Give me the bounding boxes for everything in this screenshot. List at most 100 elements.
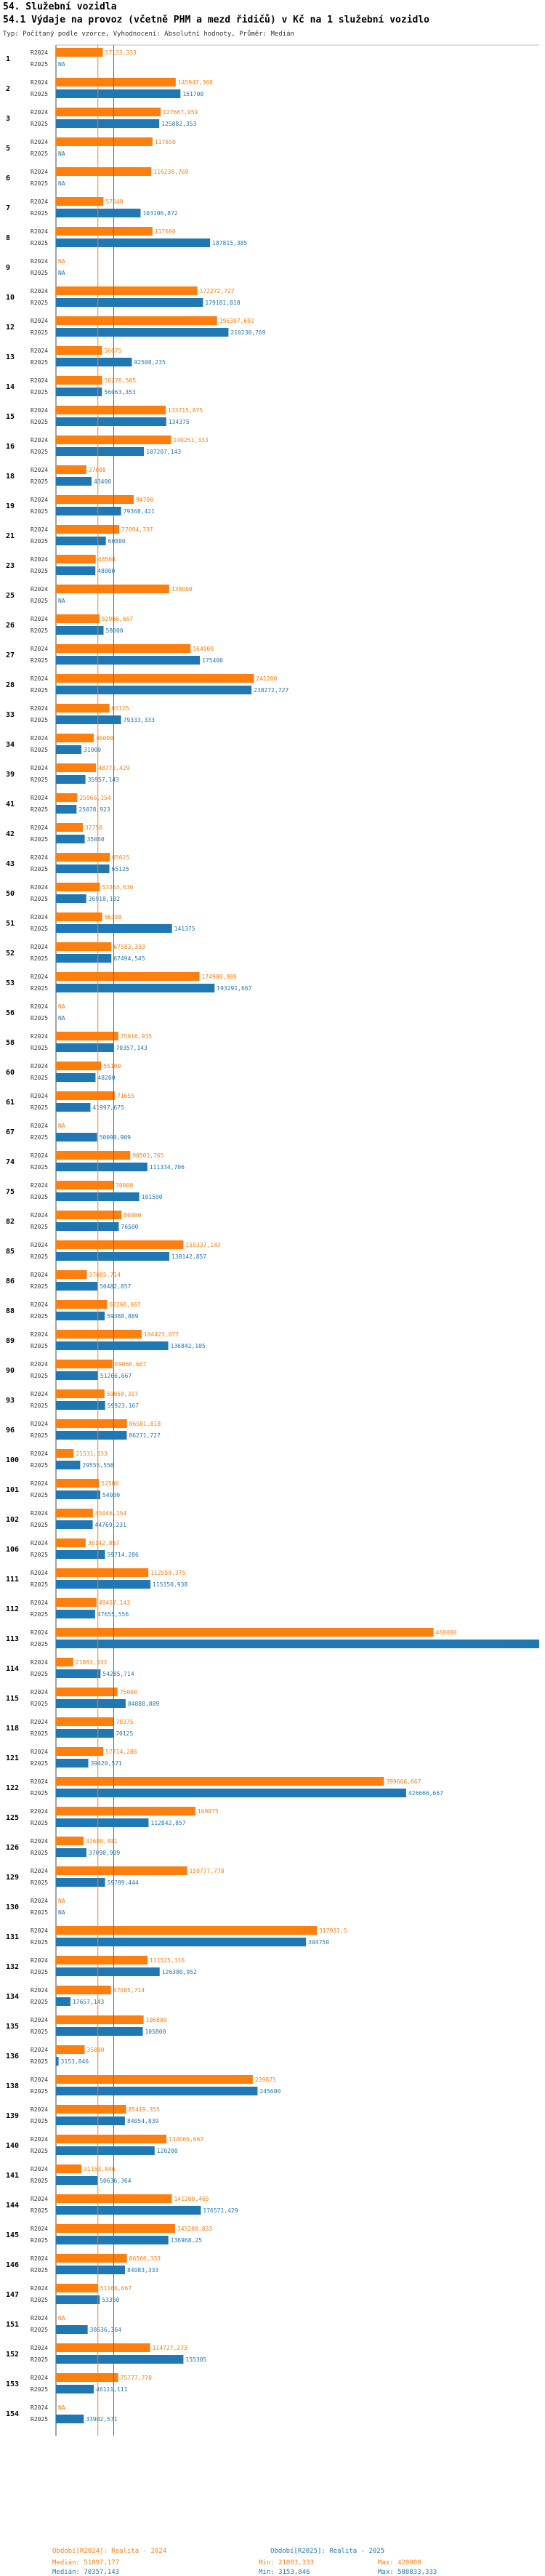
value-label: 75000 xyxy=(120,1689,137,1696)
bar-2025 xyxy=(56,2236,169,2244)
row-label: 134 xyxy=(6,1993,19,2001)
series-label-2024: R2024 xyxy=(31,1003,48,1010)
row-label: 144 xyxy=(6,2202,19,2210)
value-label: NA xyxy=(58,1123,65,1129)
value-label: NA xyxy=(58,2404,65,2411)
series-label-2024: R2024 xyxy=(31,1212,48,1219)
row-label: 12 xyxy=(6,324,15,332)
bar-2024 xyxy=(56,1479,100,1488)
value-label: 48200 xyxy=(97,1075,115,1081)
bar-2025 xyxy=(56,1103,91,1112)
value-label: 60800 xyxy=(108,538,126,545)
series-label-2025: R2025 xyxy=(31,866,48,872)
bar-2025 xyxy=(56,2087,258,2095)
value-label: 187815,385 xyxy=(212,240,247,246)
series-label-2025: R2025 xyxy=(31,270,48,276)
series-label-2024: R2024 xyxy=(31,1987,48,1994)
row-label: 60 xyxy=(6,1069,15,1077)
bar-2024 xyxy=(56,78,176,87)
value-label: 50482,857 xyxy=(100,1283,132,1290)
row-label: 86 xyxy=(6,1277,15,1285)
value-label: 17657,143 xyxy=(73,1999,105,2005)
value-label: 46000 xyxy=(96,735,113,742)
bar-2025 xyxy=(56,477,92,486)
series-label-2025: R2025 xyxy=(31,2118,48,2124)
row-label: 93 xyxy=(6,1397,15,1405)
bar-2025 xyxy=(56,2116,125,2125)
series-label-2024: R2024 xyxy=(31,735,48,742)
bar-2024 xyxy=(56,942,112,951)
value-label: 111334,706 xyxy=(150,1164,185,1171)
bar-2024 xyxy=(56,167,152,176)
series-label-2024: R2024 xyxy=(31,2404,48,2411)
chart-title: 54.1 Výdaje na provoz (včetně PHM a mezd… xyxy=(3,15,429,25)
series-label-2024: R2024 xyxy=(31,2196,48,2202)
row-label: 7 xyxy=(6,204,10,212)
bar-2024 xyxy=(56,495,134,504)
bar-2024 xyxy=(56,1628,434,1637)
row-label: 75 xyxy=(6,1188,15,1196)
bar-2024 xyxy=(56,674,254,683)
row-label: 41 xyxy=(6,801,15,808)
series-label-2025: R2025 xyxy=(31,1790,48,1797)
bar-2024 xyxy=(56,1419,127,1428)
legend-2024-median: Medián: 51097,177 xyxy=(52,2559,120,2567)
value-label: 65125 xyxy=(112,705,129,712)
series-label-2024: R2024 xyxy=(31,586,48,593)
row-label: 8 xyxy=(6,234,10,242)
bar-2024 xyxy=(56,1717,114,1726)
value-label: NA xyxy=(58,258,65,265)
series-label-2024: R2024 xyxy=(31,705,48,712)
value-label: 21531,333 xyxy=(76,1450,108,1457)
bar-2024 xyxy=(56,1956,148,1965)
value-label: 127667,059 xyxy=(163,109,198,116)
value-label: 70375 xyxy=(116,1719,133,1725)
row-label: 74 xyxy=(6,1158,15,1166)
bar-2024 xyxy=(56,1389,105,1398)
series-label-2024: R2024 xyxy=(31,2375,48,2381)
series-label-2024: R2024 xyxy=(31,2255,48,2262)
legend-2025-min: Min: 3153,846 xyxy=(259,2569,310,2576)
value-label: 32750 xyxy=(85,824,102,831)
bar-2025 xyxy=(56,626,104,635)
bar-2024 xyxy=(56,555,96,563)
value-label: 111525,316 xyxy=(150,1957,185,1964)
row-label: 118 xyxy=(6,1725,19,1733)
value-label: 90501,765 xyxy=(132,1152,164,1159)
bar-2025 xyxy=(56,805,77,814)
series-label-2025: R2025 xyxy=(31,2237,48,2244)
series-label-2025: R2025 xyxy=(31,717,48,723)
series-label-2024: R2024 xyxy=(31,1510,48,1517)
row-label: 132 xyxy=(6,1963,19,1971)
row-label: 153 xyxy=(6,2380,19,2388)
row-label: 50 xyxy=(6,890,15,898)
series-label-2025: R2025 xyxy=(31,180,48,187)
bar-2025 xyxy=(56,1282,98,1291)
bar-2025 xyxy=(56,507,121,515)
bar-2024 xyxy=(56,1688,118,1696)
series-label-2025: R2025 xyxy=(31,1492,48,1498)
value-label: 304750 xyxy=(308,1939,329,1946)
bar-2025 xyxy=(56,1401,105,1410)
value-label: 57714,286 xyxy=(105,1749,137,1755)
value-label: 75916,935 xyxy=(121,1033,153,1040)
bar-2025 xyxy=(56,954,112,963)
value-label: 241200 xyxy=(256,675,277,682)
series-label-2025: R2025 xyxy=(31,359,48,366)
value-label: 53363,636 xyxy=(102,884,134,891)
series-label-2025: R2025 xyxy=(31,1075,48,1081)
value-label: 136968,25 xyxy=(171,2237,203,2244)
row-label: 2 xyxy=(6,85,10,93)
row-label: 43 xyxy=(6,860,15,868)
bar-2024 xyxy=(56,1240,184,1249)
series-label-2024: R2024 xyxy=(31,2285,48,2292)
row-label: 154 xyxy=(6,2410,19,2418)
row-label: 53 xyxy=(6,979,15,987)
series-label-2025: R2025 xyxy=(31,1343,48,1349)
series-label-2025: R2025 xyxy=(31,2178,48,2184)
row-label: 138 xyxy=(6,2082,19,2090)
series-label-2025: R2025 xyxy=(31,1283,48,1290)
series-label-2025: R2025 xyxy=(31,568,48,574)
series-label-2025: R2025 xyxy=(31,1134,48,1141)
value-label: 103106,872 xyxy=(142,210,177,217)
